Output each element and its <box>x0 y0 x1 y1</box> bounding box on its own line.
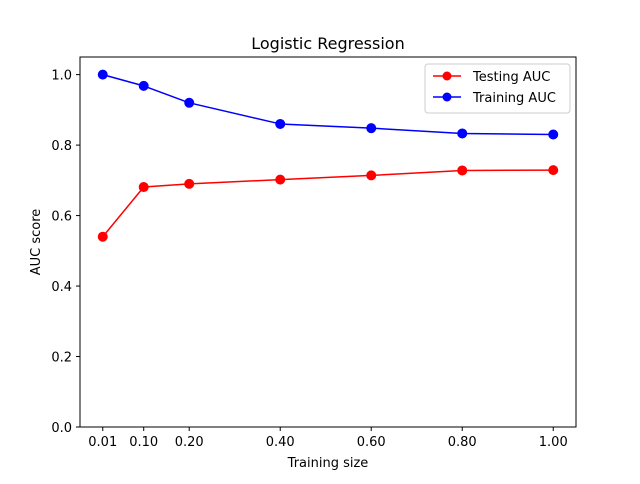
series-testing-auc <box>97 165 559 242</box>
legend-box <box>424 63 571 114</box>
y-tick-label: 1.0 <box>51 69 72 84</box>
series-layer <box>97 69 559 242</box>
y-tick-label: 0.8 <box>51 139 72 154</box>
testing-auc-point <box>97 231 108 242</box>
plot-frame <box>79 56 577 428</box>
legend-item-testing-auc: Testing AUC <box>433 70 550 85</box>
y-axis-label: AUC score <box>29 209 44 276</box>
testing-auc-point <box>138 182 149 193</box>
legend-item-training-auc: Training AUC <box>433 91 556 106</box>
x-tick-label: 0.10 <box>129 435 158 450</box>
testing-auc-point <box>366 170 377 181</box>
training-auc-point <box>97 69 108 80</box>
legend-label: Testing AUC <box>472 70 550 85</box>
legend: Testing AUC Training AUC <box>424 63 571 114</box>
x-tick-label: 0.40 <box>266 435 295 450</box>
y-tick-label: 0.6 <box>51 210 72 225</box>
y-tick-label: 0.0 <box>51 421 72 436</box>
x-tick-label: 0.20 <box>175 435 204 450</box>
testing-auc-point <box>457 165 468 176</box>
training-auc-point <box>138 80 149 91</box>
legend-swatch-marker <box>442 71 452 81</box>
y-axis: 0.0 0.2 0.4 0.6 0.8 1.0 <box>51 69 80 436</box>
series-training-auc <box>97 69 559 140</box>
training-auc-point <box>457 128 468 139</box>
training-auc-point <box>275 118 286 129</box>
testing-auc-point <box>548 165 559 176</box>
x-tick-label: 0.80 <box>448 435 477 450</box>
training-auc-point <box>366 123 377 134</box>
x-tick-label: 0.01 <box>88 435 117 450</box>
training-auc-point <box>548 129 559 140</box>
testing-auc-line <box>102 169 554 238</box>
x-tick-label: 0.60 <box>357 435 386 450</box>
x-axis: 0.01 0.10 0.20 0.40 0.60 0.80 1.00 <box>88 427 568 450</box>
legend-label: Training AUC <box>472 91 556 106</box>
chart-title: Logistic Regression <box>251 34 404 53</box>
testing-auc-point <box>275 174 286 185</box>
y-tick-label: 0.2 <box>51 351 72 366</box>
y-tick-label: 0.4 <box>51 280 72 295</box>
x-tick-label: 1.00 <box>539 435 568 450</box>
legend-swatch-marker <box>442 92 452 102</box>
training-auc-point <box>184 97 195 108</box>
testing-auc-point <box>184 178 195 189</box>
x-axis-label: Training size <box>287 456 369 471</box>
